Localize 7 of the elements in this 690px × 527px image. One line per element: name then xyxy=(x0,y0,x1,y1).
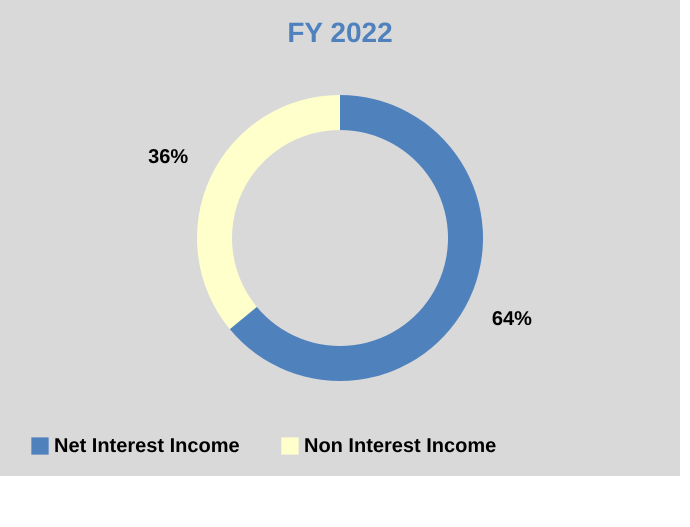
donut-slice xyxy=(197,95,340,330)
chart-title: FY 2022 xyxy=(287,17,393,48)
donut-slice xyxy=(230,95,483,381)
legend-label: Net Interest Income xyxy=(54,435,240,457)
data-label: 64% xyxy=(492,308,532,330)
legend-label: Non Interest Income xyxy=(304,435,496,457)
data-label: 36% xyxy=(148,146,188,168)
